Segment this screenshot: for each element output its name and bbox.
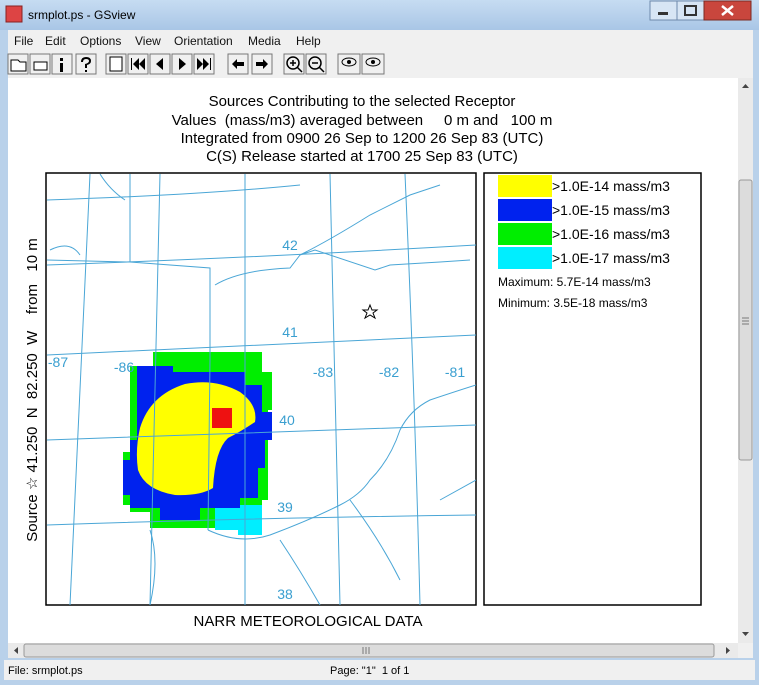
subtitle-line: Integrated from 0900 26 Sep to 1200 26 S… xyxy=(181,130,544,147)
plot-titles: Sources Contributing to the selected Rec… xyxy=(172,93,553,165)
window-title: srmplot.ps - GSview xyxy=(28,8,136,22)
latitude-label: 40 xyxy=(279,412,295,428)
menu-item[interactable]: Options xyxy=(80,34,121,48)
legend-swatch xyxy=(498,223,552,245)
latitude-label: 39 xyxy=(277,499,293,515)
subtitle-line: C(S) Release started at 1700 25 Sep 83 (… xyxy=(206,148,518,165)
menu-item[interactable]: File xyxy=(14,34,34,48)
menu-bar xyxy=(8,30,753,50)
longitude-label: -82 xyxy=(379,364,399,380)
toolbar-glyphs xyxy=(10,56,381,73)
longitude-label: -87 xyxy=(48,354,68,370)
map: -87 -86 -83 -82 -81 42 41 40 39 38 xyxy=(47,174,476,605)
legend-label: >1.0E-15 mass/m3 xyxy=(552,202,670,218)
legend-label: >1.0E-16 mass/m3 xyxy=(552,226,670,242)
size-corner xyxy=(738,643,753,658)
menu-item[interactable]: Orientation xyxy=(174,34,233,48)
source-label: Source ☆ 41.250 N 82.250 W from 10 m xyxy=(24,238,41,542)
longitude-label: -86 xyxy=(114,359,134,375)
status-page: Page: "1" 1 of 1 xyxy=(330,665,409,677)
app-icon xyxy=(5,5,23,23)
minimum: Minimum: 3.5E-18 mass/m3 xyxy=(498,296,648,310)
status-bar xyxy=(4,660,755,680)
menu-item[interactable]: Media xyxy=(248,34,281,48)
minimize-glyph xyxy=(658,12,668,15)
title-bar xyxy=(0,0,759,30)
legend: >1.0E-14 mass/m3 >1.0E-15 mass/m3 >1.0E-16… xyxy=(498,175,670,269)
menu-item[interactable]: Help xyxy=(296,34,321,48)
longitude-label: -83 xyxy=(313,364,333,380)
close-glyph xyxy=(721,5,734,16)
menu-items: File Edit Options View Orientation Media Help xyxy=(14,34,321,48)
plot-title: Sources Contributing to the selected Rec… xyxy=(209,93,516,110)
thumb-grip xyxy=(742,317,749,325)
latitude-label: 42 xyxy=(282,237,298,253)
maximize-button[interactable] xyxy=(676,0,705,21)
latitude-label: 38 xyxy=(277,586,293,602)
subtitle-line: Values (mass/m3) averaged between 0 m an… xyxy=(172,112,553,129)
maximize-glyph xyxy=(684,5,697,16)
longitude-label: -81 xyxy=(445,364,465,380)
legend-swatch xyxy=(498,247,552,269)
legend-swatch xyxy=(498,175,552,197)
menu-item[interactable]: View xyxy=(135,34,161,48)
maximum: Maximum: 5.7E-14 mass/m3 xyxy=(498,275,651,289)
legend-label: >1.0E-14 mass/m3 xyxy=(552,178,670,194)
legend-swatch xyxy=(498,199,552,221)
map-lines xyxy=(47,174,476,605)
receptor-marker xyxy=(361,303,379,320)
minimize-button[interactable] xyxy=(649,0,678,21)
legend-label: >1.0E-17 mass/m3 xyxy=(552,250,670,266)
data-source: NARR METEOROLOGICAL DATA xyxy=(194,613,423,630)
latitude-label: 41 xyxy=(282,324,298,340)
hthumb-grip xyxy=(362,647,370,654)
menu-item[interactable]: Edit xyxy=(45,34,66,48)
status-file: File: srmplot.ps xyxy=(8,665,83,677)
concentration-contours xyxy=(123,352,272,535)
graticule-labels: -87 -86 -83 -82 -81 42 41 40 39 38 xyxy=(48,237,465,602)
vertical-thumb[interactable] xyxy=(738,179,753,461)
